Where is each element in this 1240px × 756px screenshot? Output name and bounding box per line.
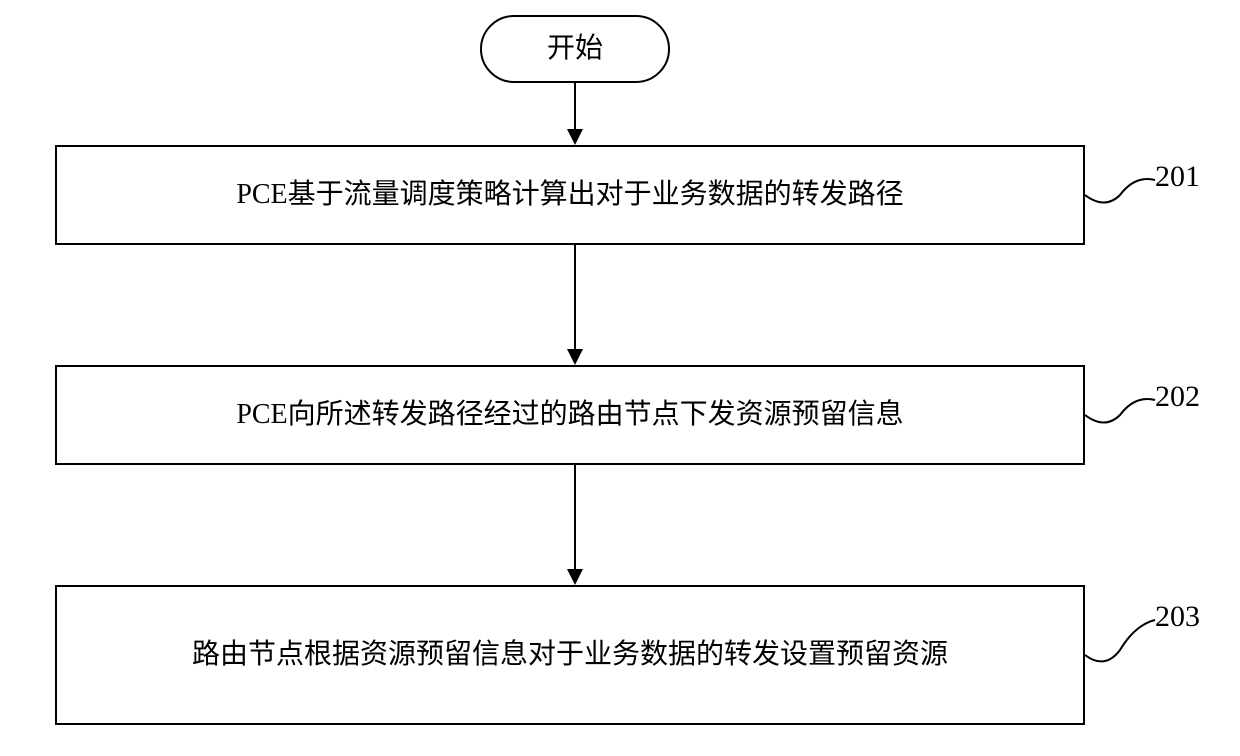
process-node-202: PCE向所述转发路径经过的路由节点下发资源预留信息 [55, 365, 1085, 465]
start-node: 开始 [480, 15, 670, 83]
label-202: 202 [1155, 380, 1200, 414]
process-node-203: 路由节点根据资源预留信息对于业务数据的转发设置预留资源 [55, 585, 1085, 725]
start-label: 开始 [547, 28, 603, 70]
step-203-text: 路由节点根据资源预留信息对于业务数据的转发设置预留资源 [192, 634, 948, 676]
step-201-text: PCE基于流量调度策略计算出对于业务数据的转发路径 [236, 174, 903, 216]
label-201: 201 [1155, 160, 1200, 194]
label-203: 203 [1155, 600, 1200, 634]
connector-201 [1085, 160, 1160, 220]
step-202-text: PCE向所述转发路径经过的路由节点下发资源预留信息 [236, 394, 903, 436]
flowchart-container: 开始 PCE基于流量调度策略计算出对于业务数据的转发路径 201 PCE向所述转… [0, 0, 1240, 756]
connector-202 [1085, 380, 1160, 440]
process-node-201: PCE基于流量调度策略计算出对于业务数据的转发路径 [55, 145, 1085, 245]
connector-203 [1085, 600, 1160, 680]
